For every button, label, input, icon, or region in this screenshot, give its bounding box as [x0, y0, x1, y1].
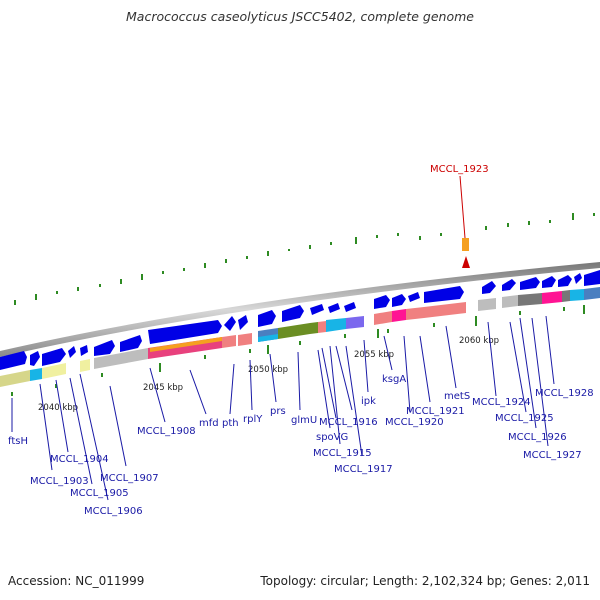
gene-label[interactable]: MCCL_1915 — [313, 448, 372, 459]
gene-label[interactable]: MCCL_1927 — [523, 450, 582, 461]
gene-label[interactable]: MCCL_1906 — [84, 506, 143, 517]
skew-track — [14, 213, 595, 305]
gene-label[interactable]: prs — [270, 406, 286, 417]
gene-label[interactable]: rplY — [243, 414, 263, 425]
gene-label[interactable]: MCCL_1905 — [70, 488, 129, 499]
map-title: Macrococcus caseolyticus JSCC5402, compl… — [126, 9, 474, 24]
kbp-label: 2060 kbp — [459, 336, 499, 346]
gene-label[interactable]: MCCL_1926 — [508, 432, 567, 443]
lower-ticks — [11, 305, 585, 396]
gene-label[interactable]: mfd — [199, 418, 219, 429]
kbp-label: 2050 kbp — [248, 365, 288, 375]
category-boxes — [0, 287, 600, 387]
highlight-gene-marker — [459, 175, 470, 268]
gene-label[interactable]: ksgA — [382, 374, 406, 385]
gene-label[interactable]: MCCL_1903 — [30, 476, 89, 487]
kbp-scale: 2040 kbp 2045 kbp 2050 kbp 2055 kbp 2060… — [38, 336, 499, 413]
kbp-label: 2055 kbp — [354, 350, 394, 360]
accession-info: Accession: NC_011999 — [8, 574, 145, 588]
gene-label[interactable]: MCCL_1924 — [472, 397, 531, 408]
gene-label[interactable]: MCCL_1916 — [319, 417, 378, 428]
gene-label[interactable]: pth — [222, 418, 239, 429]
gene-label[interactable]: MCCL_1925 — [495, 413, 554, 424]
gene-label[interactable]: MCCL_1907 — [100, 473, 159, 484]
gene-label[interactable]: MCCL_1904 — [50, 454, 109, 465]
genome-backbone — [0, 262, 600, 357]
gene-label[interactable]: MCCL_1908 — [137, 426, 196, 437]
gene-label[interactable]: MCCL_1920 — [385, 417, 444, 428]
highlight-gene-label: MCCL_1923 — [430, 164, 489, 175]
gene-label[interactable]: MCCL_1917 — [334, 464, 393, 475]
gene-labels: ftsH MCCL_1903 MCCL_1904 MCCL_1905 MCCL_… — [8, 374, 594, 517]
gene-label[interactable]: ftsH — [8, 436, 28, 447]
gene-label[interactable]: MCCL_1928 — [535, 388, 594, 399]
gene-label[interactable]: metS — [444, 391, 470, 402]
topology-info: Topology: circular; Length: 2,102,324 bp… — [260, 574, 590, 588]
kbp-label: 2045 kbp — [143, 383, 183, 393]
kbp-label: 2040 kbp — [38, 403, 78, 413]
leader-lines — [11, 315, 555, 501]
forward-genes — [0, 270, 600, 370]
gene-label[interactable]: spoVG — [316, 432, 348, 443]
gene-label[interactable]: ipk — [361, 396, 376, 407]
gene-label[interactable]: MCCL_1921 — [406, 406, 465, 417]
gene-label[interactable]: glmU — [291, 415, 317, 426]
